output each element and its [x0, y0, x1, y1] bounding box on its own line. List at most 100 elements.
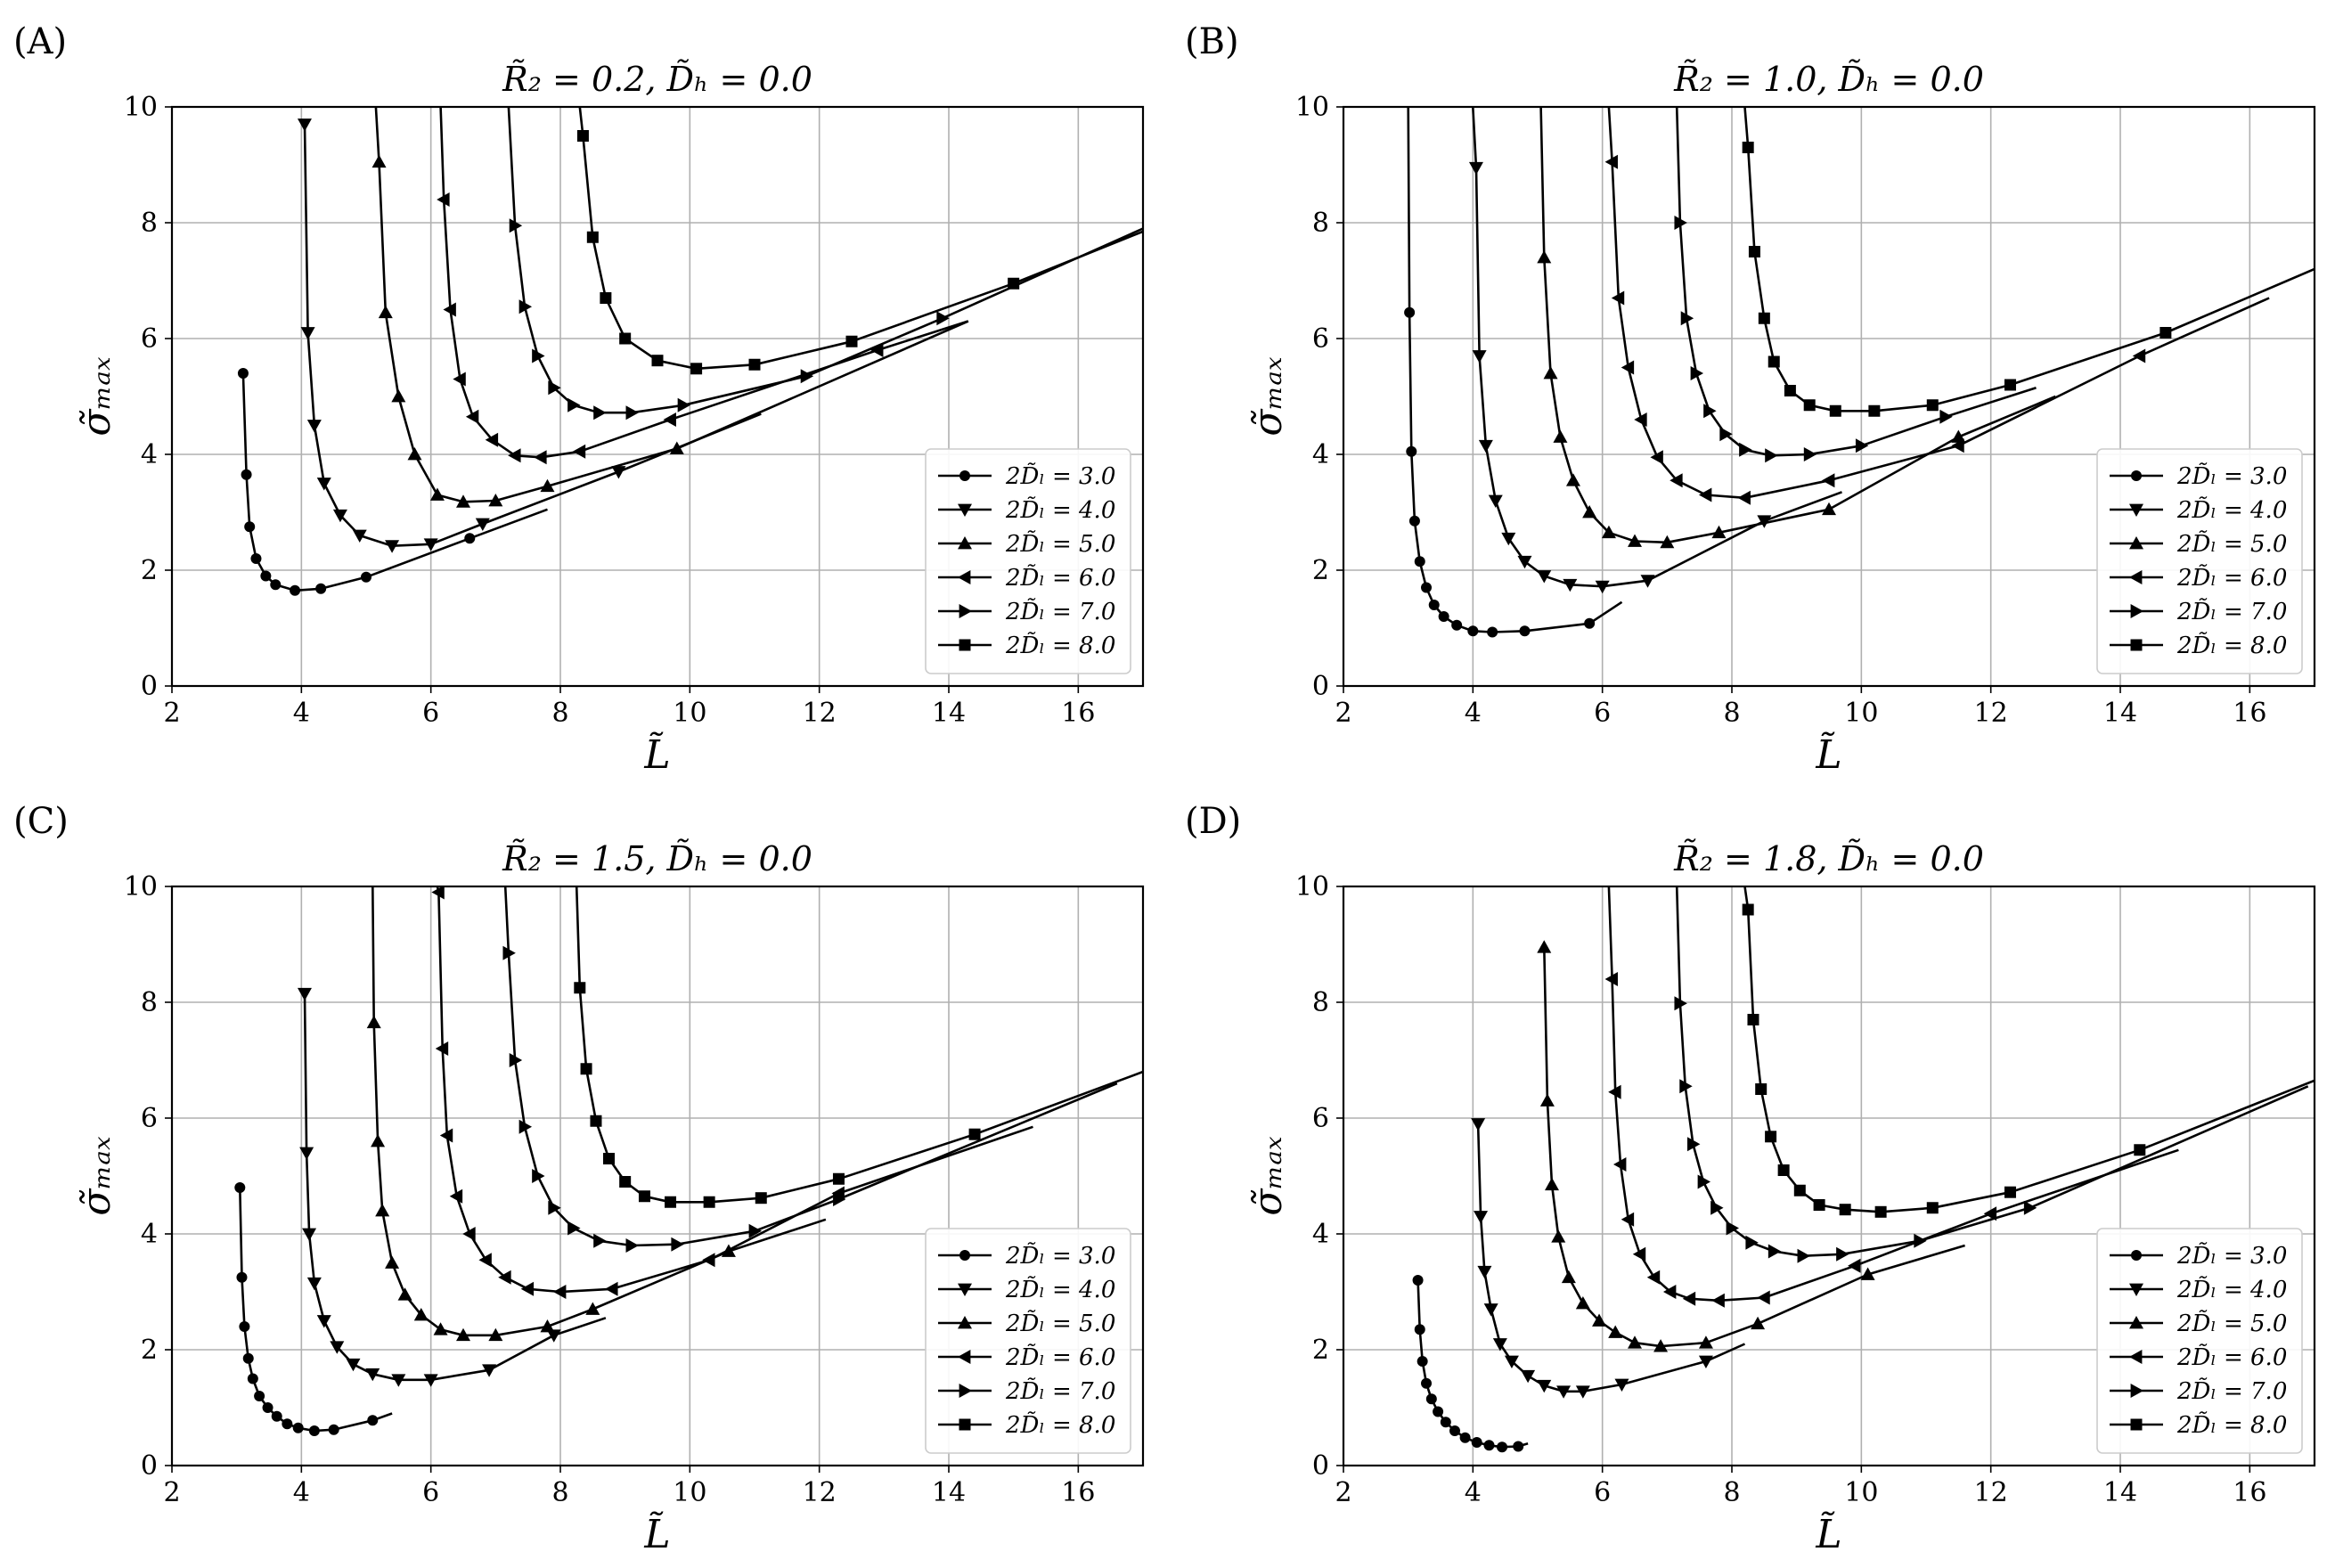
data-point-square: [832, 1172, 845, 1185]
data-point-triangle-up: [397, 1287, 412, 1301]
data-point-circle: [290, 584, 301, 596]
data-point-triangle-left: [1757, 1290, 1770, 1305]
legend-marker-circle: [2131, 1250, 2142, 1261]
x-tick-label: 10: [1844, 698, 1878, 729]
data-point-triangle-left: [1632, 1246, 1646, 1262]
series-line: [1472, 107, 1842, 588]
data-point-square: [1829, 404, 1841, 417]
data-point-triangle-up: [1608, 1325, 1623, 1338]
series-line: [439, 107, 969, 459]
data-point-square: [1748, 246, 1760, 257]
data-point-circle: [247, 1373, 258, 1384]
data-point-triangle-right: [1768, 1244, 1782, 1259]
y-tick-label: 2: [1312, 1335, 1329, 1366]
data-point-triangle-down: [365, 1368, 380, 1382]
data-point-triangle-right: [1697, 1174, 1711, 1189]
data-point-triangle-up: [1543, 366, 1558, 380]
data-point-triangle-down: [1698, 1355, 1713, 1368]
data-point-circle: [1483, 1440, 1495, 1451]
data-point-triangle-left: [1822, 473, 1835, 488]
data-point-triangle-up: [1698, 1335, 1713, 1349]
data-point-circle: [1519, 625, 1531, 637]
data-point-square: [2134, 1144, 2146, 1156]
x-tick-label: 2: [1335, 1477, 1351, 1508]
data-point-circle: [242, 1352, 254, 1364]
y-tick-label: 6: [1312, 1103, 1329, 1134]
data-point-triangle-down: [1537, 1379, 1552, 1393]
series-line: [1675, 886, 2309, 1257]
legend-label: 2D̃ₗ = 5.0: [2176, 1310, 2287, 1337]
data-point-triangle-down: [1757, 515, 1772, 528]
data-point-triangle-down: [1575, 1385, 1590, 1399]
data-point-triangle-down: [423, 1374, 438, 1387]
y-tick-label: 2: [141, 555, 158, 586]
data-point-triangle-left: [1848, 1258, 1861, 1273]
legend-marker-triangle-right: [959, 1384, 972, 1398]
data-point-circle: [1414, 556, 1425, 568]
data-point-triangle-down: [1501, 532, 1516, 546]
legend-label: 2D̃ₗ = 7.0: [2176, 598, 2287, 625]
series-line: [1539, 107, 2056, 544]
y-tick-label: 0: [141, 1450, 158, 1482]
data-point-triangle-up: [540, 1319, 555, 1333]
x-tick-label: 12: [1974, 1477, 2008, 1508]
data-point-triangle-right: [1739, 442, 1752, 457]
data-point-triangle-right: [1690, 366, 1704, 380]
data-point-triangle-down: [611, 466, 626, 479]
y-tick-label: 4: [141, 1219, 158, 1250]
data-point-triangle-up: [413, 1308, 429, 1321]
data-point-triangle-left: [1662, 1285, 1677, 1299]
data-point-triangle-right: [1914, 1233, 1927, 1248]
data-point-square: [665, 1196, 677, 1208]
data-point-triangle-down: [300, 327, 315, 340]
data-point-circle: [1421, 582, 1433, 593]
data-point-square: [1784, 385, 1796, 396]
data-point-triangle-down: [1563, 578, 1578, 592]
data-point-square: [590, 1115, 602, 1127]
data-point-triangle-right: [1674, 216, 1687, 230]
x-tick-label: 4: [293, 698, 310, 729]
data-point-square: [1765, 1131, 1777, 1143]
data-point-triangle-right: [1710, 1200, 1724, 1215]
data-point-triangle-down: [1504, 1355, 1519, 1368]
data-point-square: [1742, 903, 1754, 916]
y-tick-label: 6: [141, 1103, 158, 1134]
data-point-triangle-left: [465, 409, 479, 424]
x-tick-label: 16: [1061, 698, 1095, 729]
legend-label: 2D̃ₗ = 4.0: [1005, 1276, 1115, 1303]
data-point-triangle-right: [502, 945, 516, 960]
data-point-square: [845, 335, 858, 347]
data-point-triangle-down: [297, 987, 312, 1001]
series-line: [507, 107, 1143, 414]
legend-marker-triangle-down: [958, 503, 972, 517]
data-point-triangle-down: [1468, 161, 1483, 176]
data-point-square: [1768, 355, 1780, 368]
data-point-triangle-left: [1711, 1293, 1725, 1308]
legend-marker-triangle-left: [958, 1350, 971, 1364]
plot-frame: [170, 885, 1145, 1467]
panel-d: (D)R̃₂ = 1.8, D̃ₕ = 0.02 4 6 8 10 12 14 1602468…: [1185, 801, 2316, 1557]
chart-title: R̃₂ = 1.5, D̃ₕ = 0.0: [502, 839, 812, 878]
y-tick-label: 4: [1312, 439, 1329, 470]
data-point-triangle-left: [534, 450, 547, 465]
data-point-triangle-left: [1621, 1212, 1635, 1227]
data-point-triangle-down: [1474, 1211, 1489, 1224]
series-group: [234, 886, 1143, 1436]
y-tick-label: 10: [124, 871, 158, 902]
y-tick-label: 2: [141, 1335, 158, 1366]
data-point-triangle-right: [1855, 438, 1869, 453]
data-point-triangle-left: [702, 1253, 715, 1268]
data-point-square: [1803, 399, 1816, 412]
data-point-circle: [1513, 1441, 1524, 1452]
series-line: [1743, 107, 2315, 412]
legend: 2D̃ₗ = 3.0 2D̃ₗ = 4.0 2D̃ₗ = 5.0 2D̃ₗ = 6.0…: [925, 1228, 1131, 1454]
data-point-circle: [1414, 1324, 1425, 1335]
data-point-circle: [1449, 1425, 1460, 1436]
data-point-triangle-right: [1939, 409, 1953, 424]
legend: 2D̃ₗ = 3.0 2D̃ₗ = 4.0 2D̃ₗ = 5.0 2D̃ₗ = 6.0…: [925, 448, 1131, 674]
series-line: [1407, 107, 1623, 633]
series-line: [436, 886, 1033, 1294]
data-point-triangle-left: [1611, 290, 1625, 306]
data-point-triangle-down: [332, 509, 347, 523]
legend-box: [925, 1228, 1131, 1454]
